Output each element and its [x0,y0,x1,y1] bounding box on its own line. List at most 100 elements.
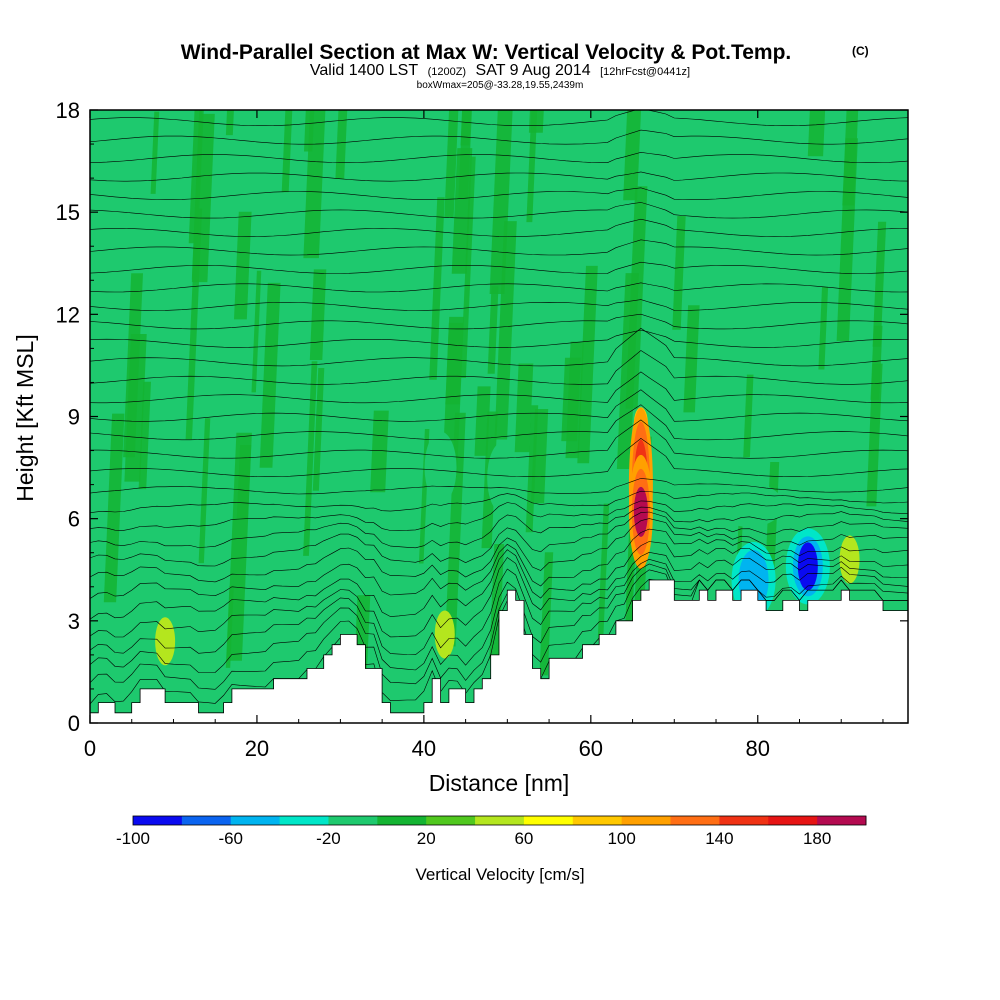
updraft-streak [818,286,829,370]
forecast-info: [12hrFcst@0441z] [600,66,690,78]
isentrope-line [90,551,908,638]
updraft-streak [683,305,700,413]
isentrope-line [90,110,908,126]
isentrope-line [90,282,908,293]
colorbar-tick-label: 180 [803,829,831,848]
updraft-streak [514,363,534,453]
isentrope-line [90,500,908,531]
updraft-streak [198,418,211,564]
velocity-feature [424,431,457,504]
chart-title: Wind-Parallel Section at Max W: Vertical… [181,41,792,64]
isentrope-line [90,329,908,348]
updraft-streak [138,381,151,490]
isentrope-line [90,438,908,477]
updraft-streak [225,585,234,668]
velocity-features [155,407,860,666]
y-tick-label: 6 [68,507,80,532]
updraft-streak [281,110,293,193]
colorbar-swatch [181,816,232,825]
y-tick-label: 3 [68,609,80,634]
updraft-streak [836,138,858,341]
valid-prefix: Valid 1400 LST [310,62,418,79]
isentrope-line [90,202,908,219]
copyright-mark: (C) [852,44,869,58]
updraft-streak [528,110,544,133]
velocity-feature [633,486,648,537]
updraft-streak [309,269,327,360]
plot-area [89,109,909,724]
valid-line: Valid 1400 LST (1200Z) SAT 9 Aug 2014 [1… [310,62,690,79]
colorbar-swatch [279,816,329,825]
updraft-streak [539,552,554,676]
colorbar-swatch [572,816,623,825]
updraft-streak [234,211,252,320]
colorbar-tick-label: -20 [316,829,341,848]
colorbar-swatch [426,816,476,825]
updraft-streak [623,110,642,201]
isentrope-line [90,506,908,549]
updraft-streaks [103,110,887,676]
updraft-streak [303,361,318,556]
y-axis: 0 3 6 9 12 15 18 [56,98,908,736]
isentrope-line [90,129,908,145]
isentrope-line [90,569,908,690]
valid-utc: (1200Z) [428,66,467,78]
isentrope-line [90,261,908,274]
y-tick-label: 15 [56,200,80,225]
updraft-streak [225,110,234,136]
velocity-feature [797,542,818,591]
updraft-streak [460,156,476,378]
y-tick-label: 9 [68,405,80,430]
isentrope-line [90,511,908,567]
x-tick-label: 60 [579,736,603,761]
isentrope-line [90,151,908,164]
updraft-streak [236,445,252,519]
isentrope-line [90,239,908,256]
colorbar-swatch [670,816,720,825]
updraft-streak [444,110,459,218]
updraft-streak [312,368,325,491]
y-axis-title: Height [Kft MSL] [12,334,38,501]
colorbar-swatch [133,816,183,825]
updraft-streak [335,110,348,179]
colorbar-title: Vertical Velocity [cm/s] [415,865,584,884]
isentrope-line [90,350,908,385]
y-tick-label: 0 [68,711,80,736]
velocity-feature [715,483,784,528]
isentrope-line [90,327,908,367]
colorbar-tick-label: 20 [417,829,436,848]
colorbar-swatch [621,816,672,825]
updraft-streak [259,282,281,468]
updraft-streak [444,412,466,647]
isentrope-line [90,404,908,441]
updraft-streak [124,334,147,482]
updraft-streak [577,265,598,464]
updraft-streak [494,221,517,440]
updraft-streak [672,216,686,330]
isentrope-line [90,389,908,422]
colorbar-tick-label: -60 [218,829,243,848]
updraft-streak [460,110,472,146]
terrain [89,579,909,724]
box-info: boxWmax=205@-33.28,19.55,2439m [417,80,584,91]
x-axis-title: Distance [nm] [429,770,570,796]
colorbar-swatch [523,816,574,825]
y-tick-label: 12 [56,302,80,327]
colorbar-swatch [719,816,769,825]
isentrope-line [90,490,908,513]
velocity-feature [155,617,176,666]
colorbar-tick-label: -100 [116,829,150,848]
isentrope-line [90,218,908,237]
colorbar-swatch [768,816,818,825]
colorbar-tick-label: 60 [514,829,533,848]
updraft-streak [150,111,160,194]
updraft-streak [561,357,581,442]
isentrope-line [90,313,908,330]
velocity-feature [839,535,860,584]
isentrope-line [90,528,908,599]
updraft-streak [103,413,125,603]
colorbar: -100 -60 -20 20 60 100 140 180 [116,815,867,848]
updraft-streak [526,110,538,223]
isentrope-line [90,563,908,673]
colorbar-tick-label: 100 [607,829,635,848]
